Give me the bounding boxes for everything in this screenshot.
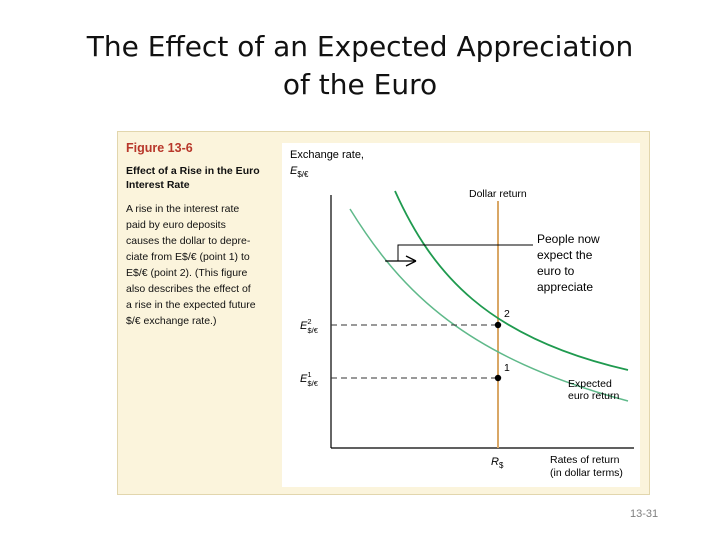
shift-arrow-icon — [405, 255, 417, 267]
equilibrium-point-1 — [494, 374, 502, 382]
figure-description-line: $/€ exchange rate.) — [126, 315, 217, 327]
slide-number: 13-31 — [630, 508, 659, 520]
r-dollar-label: R$ — [491, 456, 504, 470]
exchange-rate-diagram: Exchange rate, E$/€ Rates of return (in … — [290, 149, 634, 479]
figure-description-line: ciate from E$/€ (point 1) to — [126, 251, 250, 263]
annotation-line: euro to — [537, 264, 575, 278]
dollar-return-label: Dollar return — [469, 188, 527, 200]
figure-description: A rise in the interest rate paid by euro… — [126, 201, 276, 329]
figure-title-line-1: Effect of a Rise in the Euro — [126, 165, 260, 177]
y-axis-label: E$/€ — [290, 165, 309, 179]
e2-label-sup: 2 — [307, 317, 311, 326]
figure-panel: Figure 13-6 Effect of a Rise in the Euro… — [117, 131, 650, 495]
figure-description-line: paid by euro deposits — [126, 219, 226, 231]
x-axis-label-line-2: (in dollar terms) — [550, 467, 623, 479]
figure-title-line-2: Interest Rate — [126, 179, 190, 191]
r-dollar-main: R — [491, 456, 499, 468]
figure-description-line: a rise in the expected future — [126, 299, 256, 311]
figure-title: Effect of a Rise in the Euro Interest Ra… — [126, 164, 276, 192]
e2-label-sub: $/€ — [308, 326, 319, 335]
annotation-line: appreciate — [537, 280, 593, 294]
y-axis-label-main: E — [290, 165, 298, 177]
annotation-box — [533, 229, 625, 299]
annotation-leader-line — [385, 244, 533, 262]
figure-caption: Figure 13-6 Effect of a Rise in the Euro… — [126, 141, 276, 329]
graph-area: Exchange rate, E$/€ Rates of return (in … — [282, 143, 640, 487]
figure-description-line: also describes the effect of — [126, 283, 251, 295]
figure-description-line: A rise in the interest rate — [126, 203, 240, 215]
e2-label-main: E — [300, 320, 308, 332]
expected-return-label-line-1: Expected — [568, 378, 612, 390]
point-1-label: 1 — [504, 362, 510, 374]
x-axis-label-line-1: Rates of return — [550, 454, 620, 466]
slide-title: The Effect of an Expected Appreciation o… — [60, 28, 660, 104]
e1-label-sub: $/€ — [308, 379, 319, 388]
shifted-euro-return-curve — [394, 190, 629, 371]
figure-description-line: E$/€ (point 2). (This figure — [126, 267, 248, 279]
e1-label: E1 $/€ — [300, 370, 319, 388]
e2-label: E2 $/€ — [300, 317, 319, 335]
r-dollar-sub: $ — [499, 461, 504, 470]
equilibrium-point-2 — [494, 321, 502, 329]
e1-label-sup: 1 — [307, 370, 311, 379]
y-axis-label-line-1: Exchange rate, — [290, 149, 364, 161]
figure-number: Figure 13-6 — [126, 141, 193, 155]
annotation-line: expect the — [537, 248, 593, 262]
point-2-label: 2 — [504, 308, 510, 320]
expected-return-label-line-2: euro return — [568, 390, 620, 402]
figure-description-line: causes the dollar to depre- — [126, 235, 251, 247]
y-axis-label-sub: $/€ — [297, 170, 309, 179]
e1-label-main: E — [300, 373, 308, 385]
original-euro-return-curve — [349, 208, 629, 402]
slide-title-line-2: of the Euro — [282, 68, 438, 101]
slide-title-line-1: The Effect of an Expected Appreciation — [86, 30, 634, 63]
annotation-line: People now — [537, 232, 600, 246]
